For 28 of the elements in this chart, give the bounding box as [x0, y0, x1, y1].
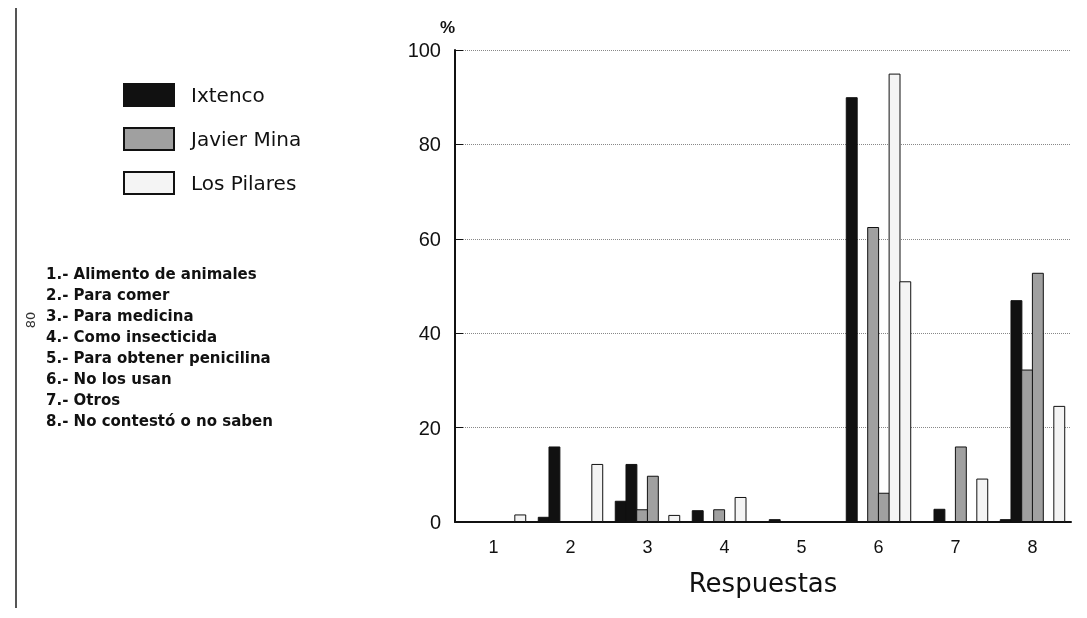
text: 8.- No contestó o no saben [46, 411, 273, 430]
legend-label: Ixtenco [191, 83, 265, 107]
y-tick-label: 60 [418, 227, 441, 250]
text: 3.- Para medicina [46, 306, 194, 325]
text: 1.- Alimento de animales [46, 264, 257, 283]
legend-label: Los Pilares [191, 171, 297, 195]
text: 6.- No los usan [46, 369, 172, 388]
x-tick-label: 6 [873, 537, 884, 557]
x-tick-label: 7 [950, 537, 961, 557]
y-axis-title: % [439, 18, 455, 37]
y-tick-label: 20 [418, 416, 441, 439]
x-tick-label: 8 [1027, 537, 1038, 557]
x-tick-label: 2 [565, 537, 576, 557]
y-tick-label: 0 [429, 511, 441, 533]
text: 2.- Para comer [46, 285, 171, 304]
y-tick-label: 100 [407, 39, 441, 61]
x-tick-label: 3 [642, 537, 653, 557]
text: 5.- Para obtener penicilina [46, 348, 271, 367]
y-tick-label: 80 [418, 133, 441, 156]
text: 7.- Otros [46, 390, 121, 409]
x-tick-label: 5 [796, 537, 807, 557]
text: 80 [22, 311, 38, 329]
y-tick-label: 40 [418, 322, 441, 345]
text: 4.- Como insecticida [46, 327, 218, 346]
legend-label: Javier Mina [189, 127, 302, 151]
x-tick-label: 4 [719, 537, 730, 557]
x-axis-title: Respuestas [688, 568, 838, 598]
x-tick-label: 1 [488, 537, 499, 557]
